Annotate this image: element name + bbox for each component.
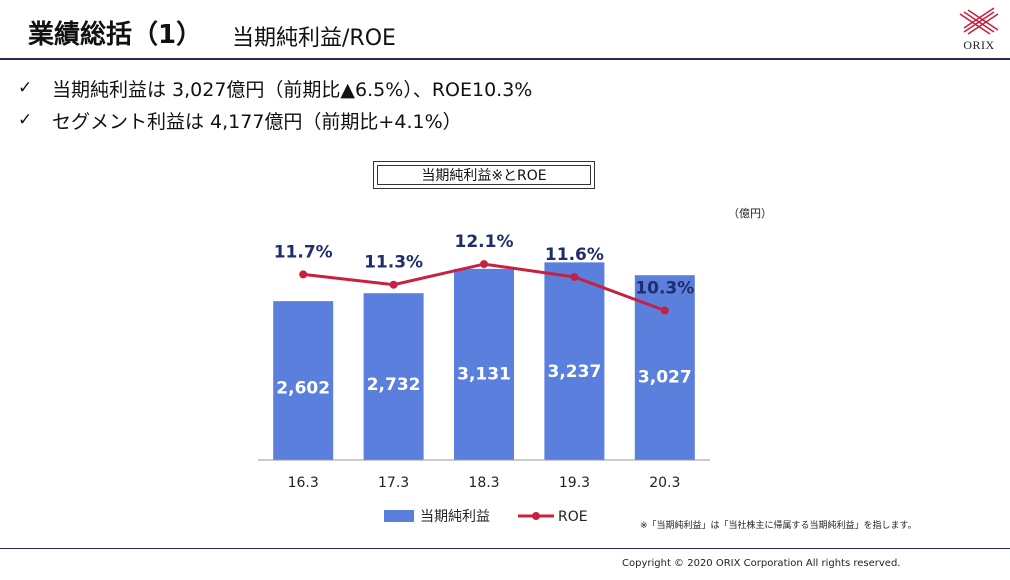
chart-unit: （億円） (728, 207, 772, 220)
x-tick-label: 20.3 (649, 475, 680, 491)
bullet-net-income: ✓ 当期純利益は 3,027億円（前期比▲6.5%）、ROE10.3% (18, 72, 532, 104)
page-title: 業績総括（1） (28, 20, 203, 50)
x-tick-label: 19.3 (559, 475, 590, 491)
bar-19.3 (544, 262, 605, 460)
roe-label: 11.7% (274, 242, 333, 262)
roe-label: 12.1% (455, 232, 514, 252)
summary-bullets: ✓ 当期純利益は 3,027億円（前期比▲6.5%）、ROE10.3% ✓ セグ… (18, 72, 532, 136)
orix-logo-mark-icon (959, 7, 999, 35)
bar-value-label: 2,602 (276, 378, 330, 398)
bullet-segment-profit: ✓ セグメント利益は 4,177億円（前期比+4.1%） (18, 104, 532, 136)
bar-value-label: 3,131 (457, 365, 511, 385)
legend-bar-label: 当期純利益 (420, 509, 490, 525)
bar-value-label: 3,027 (638, 367, 692, 387)
bar-17.3 (363, 293, 424, 460)
check-icon: ✓ (18, 110, 33, 130)
logo-text: ORIX (963, 38, 995, 52)
legend-line-marker (532, 512, 540, 520)
chart-title-box: 当期純利益※とROE (373, 161, 595, 189)
chart-footnote: ※「当期純利益」は「当社株主に帰属する当期純利益」を指します。 (640, 521, 917, 531)
roe-point (389, 280, 398, 289)
bar-value-label: 2,732 (367, 375, 421, 395)
roe-point (480, 260, 488, 269)
title-bar: 業績総括（1） 当期純利益/ROE ORIX (0, 0, 1010, 58)
footer-rule (0, 548, 1010, 549)
bar-16.3 (273, 301, 334, 460)
roe-label: 11.3% (364, 253, 423, 273)
title-rule (0, 58, 1010, 60)
orix-logo: ORIX (956, 6, 1002, 52)
copyright: Copyright © 2020 ORIX Corporation All ri… (622, 558, 901, 569)
x-tick-label: 18.3 (468, 475, 499, 491)
bullet-text: セグメント利益は 4,177億円（前期比+4.1%） (52, 110, 462, 133)
legend-line-label: ROE (558, 509, 588, 525)
page-subtitle: 当期純利益/ROE (232, 26, 396, 51)
roe-point (570, 272, 579, 281)
bar-20.3 (634, 275, 695, 460)
check-icon: ✓ (18, 78, 33, 98)
roe-point (299, 270, 308, 279)
chart-title: 当期純利益※とROE (377, 165, 591, 185)
bar-18.3 (454, 268, 514, 460)
bar-value-label: 3,237 (548, 362, 602, 382)
legend-bar-swatch (384, 510, 414, 522)
roe-label: 10.3% (635, 278, 694, 298)
roe-point (660, 306, 669, 315)
x-tick-label: 16.3 (288, 475, 319, 491)
bullet-text: 当期純利益は 3,027億円（前期比▲6.5%）、ROE10.3% (52, 78, 533, 101)
x-tick-label: 17.3 (378, 475, 409, 491)
roe-label: 11.6% (545, 245, 604, 265)
